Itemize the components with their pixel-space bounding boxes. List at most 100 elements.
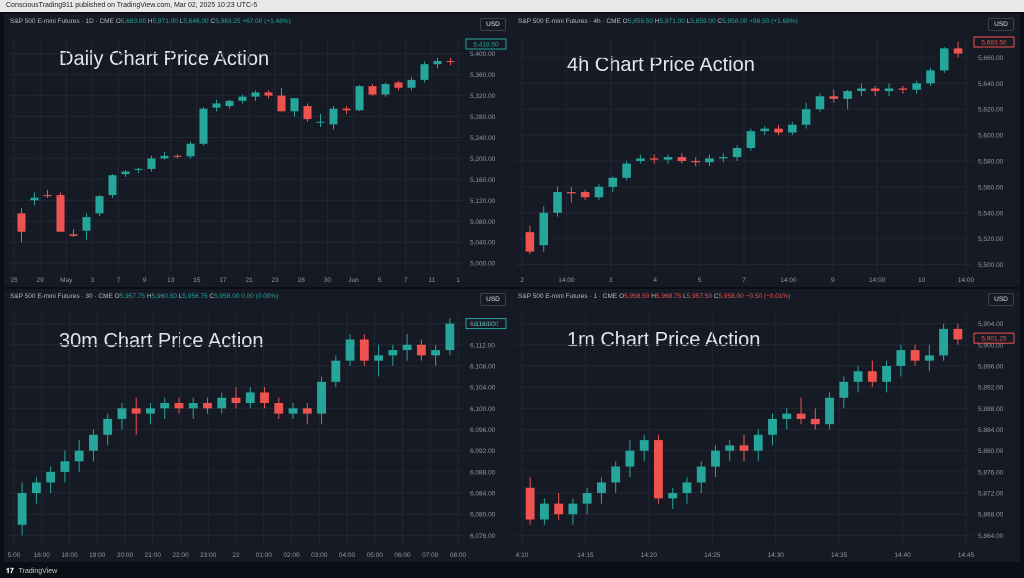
- chart-panel-30m[interactable]: S&P 500 E-mini Futures · 30 · CME O5,957…: [4, 289, 512, 562]
- candle-body: [788, 124, 797, 133]
- candle-body: [525, 487, 535, 520]
- candle-body: [394, 82, 403, 88]
- x-tick-label: 23:00: [200, 552, 217, 559]
- candle-body: [131, 408, 141, 414]
- candle-body: [445, 323, 455, 351]
- candle-body: [30, 197, 39, 201]
- candle-body: [953, 48, 963, 54]
- candle-body: [801, 109, 811, 125]
- low-label: L: [686, 18, 691, 25]
- y-tick-label: 5,876.00: [978, 469, 1004, 476]
- x-tick-label: 01:00: [256, 552, 273, 559]
- x-tick-label: 10: [918, 277, 926, 284]
- candle-body: [596, 482, 606, 494]
- candle-body: [594, 186, 604, 198]
- y-tick-label: 5,520.00: [978, 236, 1004, 243]
- x-tick-label: Jun: [348, 277, 359, 284]
- x-tick-label: 4:10: [516, 552, 529, 559]
- x-tick-label: 21:00: [145, 552, 162, 559]
- y-tick-label: 5,080.00: [470, 219, 496, 226]
- x-tick-label: 14:00: [558, 277, 575, 284]
- x-tick-label: 14:35: [831, 552, 848, 559]
- candle-body: [446, 61, 455, 63]
- candle-body: [898, 88, 908, 90]
- y-tick-label: 5,872.00: [978, 491, 1004, 498]
- low-label: L: [179, 18, 184, 25]
- x-tick-label: 15: [193, 277, 201, 284]
- last-price-tag: [973, 332, 1015, 344]
- candle-body: [810, 418, 820, 425]
- x-tick-label: 23: [272, 277, 280, 284]
- x-tick-label: 4: [653, 277, 657, 284]
- candle-body: [853, 371, 863, 382]
- candle-body: [103, 418, 113, 435]
- candle-body: [912, 83, 921, 90]
- candle-body: [910, 350, 920, 361]
- open-label: O: [622, 18, 628, 25]
- candle-body: [316, 121, 325, 123]
- y-tick-label: 5,580.00: [978, 158, 1004, 165]
- x-tick-label: 20:00: [117, 552, 134, 559]
- candle-body: [939, 328, 949, 356]
- x-tick-label: 14:45: [958, 552, 975, 559]
- candle-body: [867, 371, 877, 382]
- chart-panel-daily[interactable]: S&P 500 E-mini Futures · 1D · CME O5,683…: [4, 14, 512, 287]
- y-tick-label: 6,104.00: [470, 385, 496, 392]
- candle-body: [345, 339, 355, 361]
- candle-body: [554, 503, 564, 515]
- last-price-label: 5,418.50: [473, 42, 499, 49]
- candle-body: [317, 381, 326, 414]
- change-value: +67.00 (+1.48%): [242, 18, 291, 25]
- low-value: 5,957.50: [686, 293, 712, 300]
- candle-body: [539, 503, 549, 520]
- candle-body: [567, 192, 576, 194]
- candle-body: [288, 408, 298, 414]
- change-value: +98.50 (+1.68%): [749, 18, 798, 25]
- currency-button[interactable]: USD: [988, 293, 1014, 306]
- y-tick-label: 5,904.00: [978, 321, 1004, 328]
- currency-button[interactable]: USD: [480, 293, 506, 306]
- y-tick-label: 5,864.00: [978, 533, 1004, 540]
- open-value: 5,957.75: [119, 293, 146, 300]
- x-tick-label: 05:00: [367, 552, 384, 559]
- x-tick-label: 18:00: [61, 552, 78, 559]
- candle-body: [939, 48, 949, 71]
- candle-body: [43, 195, 52, 197]
- candle-body: [608, 177, 618, 187]
- candle-body: [69, 234, 78, 236]
- candle-body: [108, 175, 117, 196]
- candle-body: [525, 232, 535, 252]
- currency-button[interactable]: USD: [988, 18, 1014, 31]
- symbol-info: S&P 500 E-mini Futures · 4h · CME O5,859…: [518, 18, 798, 25]
- open-label: O: [619, 293, 625, 300]
- candle-body: [768, 418, 777, 435]
- x-tick-label: 7: [404, 277, 408, 284]
- y-tick-label: 5,120.00: [470, 198, 496, 205]
- close-label: C: [713, 293, 719, 300]
- chart-panel-1m[interactable]: S&P 500 E-mini Futures · 1 · CME O5,958.…: [512, 289, 1020, 562]
- candle-body: [825, 397, 834, 425]
- candle-body: [17, 213, 26, 232]
- x-tick-label: 14:00: [780, 277, 797, 284]
- x-tick-label: 11: [429, 277, 436, 284]
- y-tick-label: 5,888.00: [978, 406, 1004, 413]
- candle-body: [739, 445, 749, 451]
- candle-body: [732, 148, 742, 158]
- candle-body: [231, 397, 241, 404]
- low-label: L: [683, 293, 687, 300]
- candle-body: [431, 350, 441, 356]
- y-tick-label: 5,880.00: [978, 448, 1004, 455]
- y-tick-label: 6,088.00: [470, 469, 496, 476]
- candle-body: [188, 403, 198, 409]
- candle-body: [691, 160, 700, 163]
- x-tick-label: 9: [831, 277, 835, 284]
- candle-body: [74, 450, 84, 462]
- close-value: 5,958.00: [718, 293, 744, 300]
- y-tick-label: 5,640.00: [978, 81, 1004, 88]
- y-tick-label: 5,040.00: [470, 240, 496, 247]
- chart-panel-4h[interactable]: S&P 500 E-mini Futures · 4h · CME O5,859…: [512, 14, 1020, 287]
- x-tick-label: 14:00: [958, 277, 975, 284]
- currency-button[interactable]: USD: [480, 18, 506, 31]
- candle-body: [568, 503, 578, 515]
- candle-body: [884, 88, 894, 92]
